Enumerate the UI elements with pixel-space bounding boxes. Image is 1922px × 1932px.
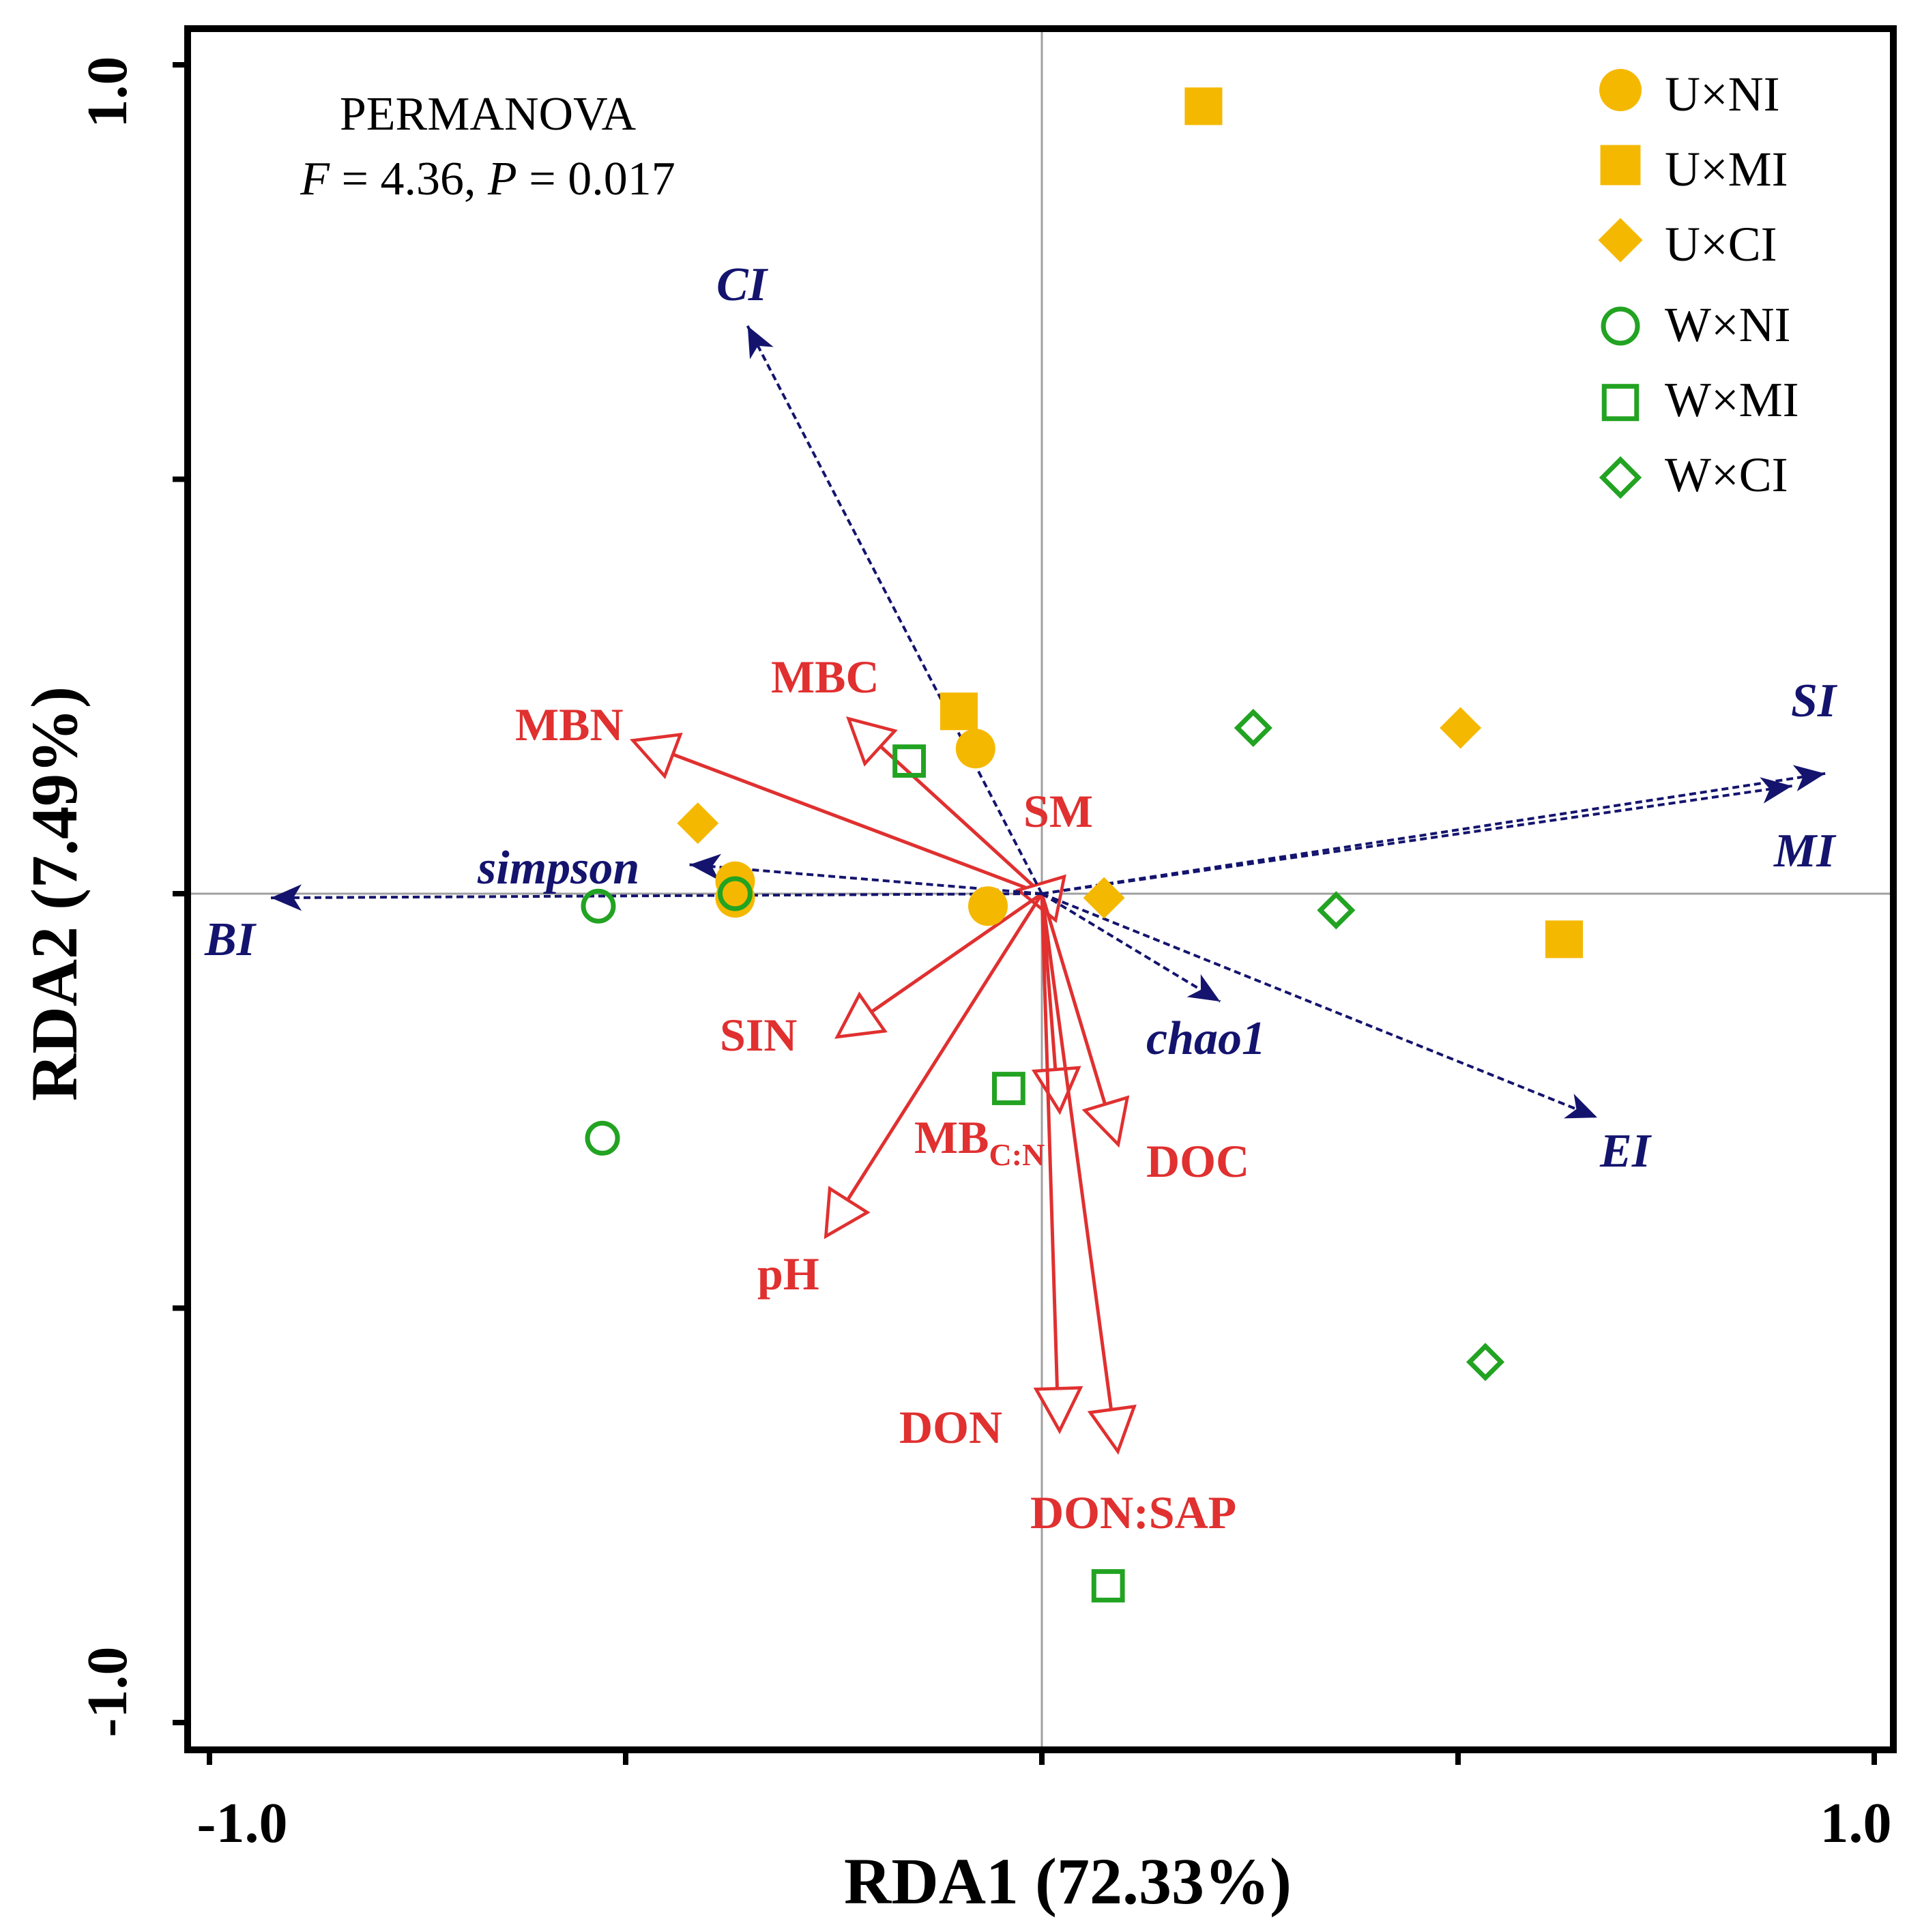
legend-label-u-ci: U×CI [1665, 217, 1777, 272]
permanova-title: PERMANOVA [340, 88, 637, 141]
env-label-mbcn-sub: C:N [989, 1137, 1045, 1172]
permanova-p-label: P [487, 153, 517, 205]
index-vector-mi [1041, 777, 1792, 895]
point-u-mi-1 [940, 692, 978, 731]
permanova-f-label: F [300, 153, 330, 205]
index-label-ei: EI [1599, 1125, 1652, 1177]
legend-label-w-mi: W×MI [1665, 372, 1799, 427]
point-w-ni-0 [581, 888, 616, 924]
index-vector-bi [271, 884, 1043, 911]
index-label-simpson: simpson [477, 842, 639, 894]
index-vectors [271, 325, 1826, 1119]
env-vector-mbn [629, 733, 1043, 896]
point-w-ni-1 [717, 876, 753, 911]
env-label-mbn: MBN [515, 699, 624, 750]
env-label-sin: SIN [720, 1009, 797, 1061]
index-vector-ei [1041, 892, 1598, 1119]
legend-label-w-ci: W×CI [1665, 448, 1788, 502]
env-vector-ph [824, 892, 1044, 1240]
legend-label-u-mi: U×MI [1665, 142, 1788, 196]
point-w-ci-0 [1234, 708, 1272, 748]
index-label-si: SI [1791, 675, 1838, 727]
legend-marker-u-ni [1599, 69, 1642, 111]
point-w-mi-2 [1091, 1569, 1125, 1602]
x-axis-title: RDA1 (72.33%) [844, 1845, 1292, 1918]
legend-marker-u-mi [1600, 145, 1641, 186]
point-w-ci-2 [1466, 1343, 1505, 1381]
env-vector-doc [1040, 893, 1130, 1148]
point-u-ci-2 [1440, 707, 1482, 749]
legend-marker-w-ci [1599, 456, 1642, 499]
env-label-sm: SM [1023, 785, 1093, 837]
point-u-mi-0 [1184, 87, 1223, 126]
env-label-ph: pH [757, 1248, 819, 1300]
point-u-ci-0 [677, 802, 719, 845]
env-vector-mbc [846, 716, 1043, 895]
legend-label-w-ni: W×NI [1665, 297, 1791, 352]
index-label-ci: CI [716, 259, 769, 311]
permanova-p-value: = 0.017 [517, 153, 675, 205]
y-tick-label-max: 1.0 [76, 57, 139, 128]
index-label-chao1: chao1 [1146, 1012, 1266, 1065]
y-axis-title: RDA2 (7.49%) [18, 686, 91, 1101]
sample-points [581, 87, 1583, 1602]
point-w-ni-2 [585, 1120, 620, 1156]
env-label-doc: DOC [1146, 1135, 1249, 1187]
plot-frame [184, 25, 1897, 1753]
y-tick-label-min: -1.0 [76, 1647, 139, 1738]
env-vector-don [1033, 893, 1083, 1435]
x-tick-label-min: -1.0 [197, 1791, 288, 1855]
point-u-ni-0 [955, 729, 995, 769]
index-label-mi: MI [1773, 825, 1837, 877]
x-tick-label-max: 1.0 [1820, 1791, 1892, 1855]
env-vector-sin [834, 892, 1043, 1039]
point-u-ni-2 [968, 886, 1008, 926]
point-u-ci-1 [1083, 877, 1125, 919]
point-w-mi-1 [992, 1072, 1025, 1105]
index-vector-chao1 [1040, 892, 1221, 1003]
permanova-stats: F = 4.36, P = 0.017 [300, 153, 675, 205]
point-u-mi-2 [1545, 920, 1583, 958]
environment-vectors [629, 716, 1137, 1455]
point-w-mi-0 [892, 744, 926, 778]
env-label-mbcn-main: MB [914, 1111, 989, 1163]
axis-ticks [173, 62, 1877, 1765]
env-label-mbc: MBC [771, 651, 879, 703]
env-label-don-sap: DON:SAP [1030, 1487, 1236, 1538]
env-label-mbcn: MBC:N [914, 1111, 1045, 1172]
legend-label-u-ni: U×NI [1665, 67, 1780, 121]
permanova-f-value: = 4.36, [330, 153, 488, 205]
legend: U×NI U×MI U×CI W×NI W×MI W×CI [1598, 67, 1799, 502]
index-vector-ci [746, 325, 1043, 894]
legend-marker-w-mi [1601, 383, 1640, 422]
env-vector-don-sap [1040, 893, 1137, 1455]
legend-marker-w-ni [1601, 306, 1640, 346]
point-w-ci-1 [1317, 891, 1356, 930]
index-vector-si [1041, 765, 1826, 895]
legend-marker-u-ci [1598, 218, 1643, 263]
env-label-don: DON [899, 1401, 1002, 1453]
index-label-bi: BI [204, 913, 257, 966]
